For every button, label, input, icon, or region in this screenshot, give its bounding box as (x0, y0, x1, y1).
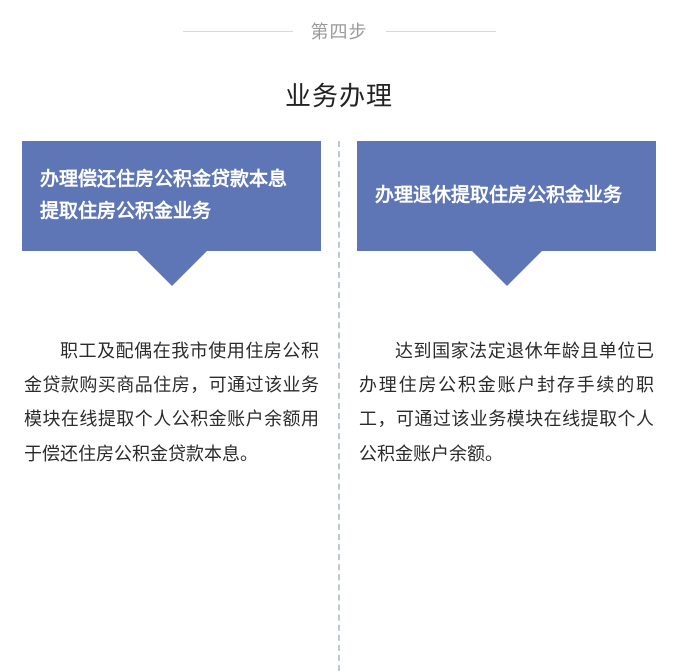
card-right: 办理退休提取住房公积金业务 (357, 141, 656, 251)
arrow-down-left (136, 250, 208, 286)
step-label: 第四步 (311, 18, 368, 44)
column-left: 办理偿还住房公积金贷款本息提取住房公积金业务 职工及配偶在我市使用住房公积金贷款… (22, 141, 339, 471)
body-right: 达到国家法定退休年龄且单位已办理住房公积金账户封存手续的职工，可通过该业务模块在… (357, 334, 656, 471)
card-right-title: 办理退休提取住房公积金业务 (375, 180, 622, 212)
arrow-down-right (471, 250, 543, 286)
step-divider: 第四步 (0, 0, 678, 52)
card-left-title: 办理偿还住房公积金贷款本息提取住房公积金业务 (40, 164, 303, 229)
divider-line-left (183, 31, 293, 32)
divider-line-right (386, 31, 496, 32)
column-right: 办理退休提取住房公积金业务 达到国家法定退休年龄且单位已办理住房公积金账户封存手… (339, 141, 656, 471)
card-left: 办理偿还住房公积金贷款本息提取住房公积金业务 (22, 141, 321, 251)
columns-container: 办理偿还住房公积金贷款本息提取住房公积金业务 职工及配偶在我市使用住房公积金贷款… (0, 141, 678, 471)
vertical-separator (338, 141, 340, 671)
page-title: 业务办理 (0, 76, 678, 113)
body-left: 职工及配偶在我市使用住房公积金贷款购买商品住房，可通过该业务模块在线提取个人公积… (22, 334, 321, 471)
